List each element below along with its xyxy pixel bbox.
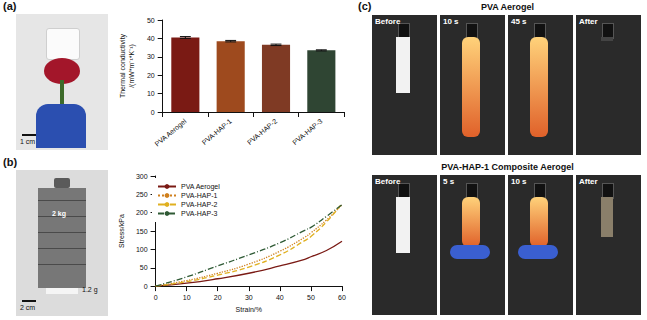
html-text:1.2 g: 1.2 g bbox=[82, 286, 98, 293]
html-text:PVA Aerogel: PVA Aerogel bbox=[480, 2, 535, 12]
html-text:2 kg: 2 kg bbox=[52, 210, 66, 217]
html-text:PVA-HAP-1 Composite Aerogel: PVA-HAP-1 Composite Aerogel bbox=[441, 162, 574, 172]
svg-text:40: 40 bbox=[147, 35, 155, 42]
html-text:(c): (c) bbox=[358, 0, 372, 12]
html-text:(a): (a) bbox=[3, 0, 17, 12]
svg-text:200: 200 bbox=[136, 209, 148, 216]
html-text:Before: Before bbox=[375, 17, 401, 26]
svg-text:0: 0 bbox=[144, 283, 148, 290]
svg-text:10: 10 bbox=[183, 294, 191, 301]
html-text:45 s: 45 s bbox=[511, 17, 527, 26]
svg-text:PVA-HAP-3: PVA-HAP-3 bbox=[291, 117, 323, 146]
svg-text:50: 50 bbox=[307, 294, 315, 301]
svg-text:PVA-HAP-2: PVA-HAP-2 bbox=[181, 201, 218, 208]
svg-text:/(mW*m⁻¹*K⁻¹): /(mW*m⁻¹*K⁻¹) bbox=[128, 44, 136, 88]
svg-text:20: 20 bbox=[214, 294, 222, 301]
svg-text:PVA-HAP-1: PVA-HAP-1 bbox=[181, 192, 218, 199]
svg-text:0: 0 bbox=[151, 109, 155, 116]
svg-text:Stress/kPa: Stress/kPa bbox=[118, 214, 125, 248]
svg-text:300: 300 bbox=[136, 173, 148, 180]
svg-text:20: 20 bbox=[147, 72, 155, 79]
svg-text:PVA-HAP-3: PVA-HAP-3 bbox=[181, 210, 218, 217]
svg-text:PVA-HAP-1: PVA-HAP-1 bbox=[201, 117, 233, 146]
html-text:10 s: 10 s bbox=[443, 17, 459, 26]
svg-text:50: 50 bbox=[140, 264, 148, 271]
svg-text:50: 50 bbox=[147, 17, 155, 24]
svg-text:Thermal conductivity: Thermal conductivity bbox=[119, 33, 127, 98]
html-text:After: After bbox=[579, 17, 598, 26]
svg-text:30: 30 bbox=[245, 294, 253, 301]
svg-text:PVA Aerogel: PVA Aerogel bbox=[153, 117, 188, 148]
svg-text:250: 250 bbox=[136, 191, 148, 198]
svg-text:PVA-HAP-2: PVA-HAP-2 bbox=[246, 117, 278, 146]
svg-text:150: 150 bbox=[136, 228, 148, 235]
svg-text:Strain/%: Strain/% bbox=[236, 306, 262, 313]
html-text:2 cm: 2 cm bbox=[20, 304, 36, 311]
svg-text:40: 40 bbox=[276, 294, 284, 301]
svg-text:PVA Aerogel: PVA Aerogel bbox=[181, 183, 220, 191]
svg-text:30: 30 bbox=[147, 53, 155, 60]
svg-text:10: 10 bbox=[147, 90, 155, 97]
html-text:10 s: 10 s bbox=[511, 177, 527, 186]
html-text:After: After bbox=[579, 177, 598, 186]
svg-text:100: 100 bbox=[136, 246, 148, 253]
svg-text:0: 0 bbox=[154, 294, 158, 301]
html-text:Before: Before bbox=[375, 177, 401, 186]
html-text:(b): (b) bbox=[3, 156, 17, 168]
svg-text:60: 60 bbox=[338, 294, 346, 301]
html-text:5 s: 5 s bbox=[443, 177, 455, 186]
html-text:1 cm: 1 cm bbox=[20, 138, 36, 145]
